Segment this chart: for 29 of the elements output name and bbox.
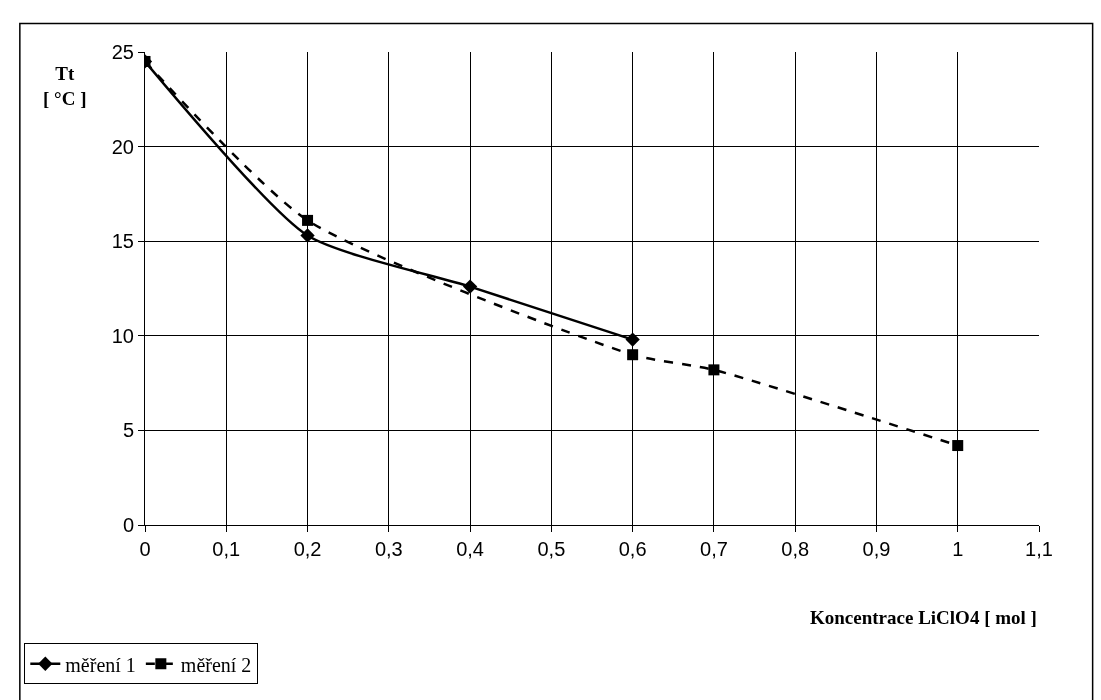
legend-label: měření 1: [65, 653, 136, 676]
x-tick-label: 0,8: [781, 538, 810, 560]
point: [627, 349, 639, 361]
y-tick-label: 10: [111, 324, 134, 347]
x-axis-title: Koncentrace LiClO4 [ mol ]: [810, 607, 1037, 628]
y-axis-title: Tt [ °C ]: [43, 63, 87, 109]
x-tick-label: 1: [952, 538, 964, 560]
point: [708, 364, 720, 376]
y-tick-label: 5: [122, 419, 134, 442]
x-tick-label: 0,5: [537, 538, 566, 560]
x-tick-label: 0,9: [862, 538, 891, 560]
x-tick-label: 0,4: [456, 538, 484, 560]
x-tick-label: 0,3: [374, 538, 403, 560]
x-tick-label: 1,1: [1025, 538, 1053, 560]
x-tick-label: 0,2: [293, 538, 322, 560]
x-tick-label: 0,6: [618, 538, 647, 560]
x-tick-label: 0,7: [700, 538, 728, 560]
point: [625, 332, 640, 347]
y-tick-label: 0: [122, 514, 134, 536]
y-tick-label: 25: [111, 41, 134, 63]
point: [952, 440, 964, 452]
x-tick-label: 0: [139, 538, 151, 560]
x-tick-label: 0,1: [212, 538, 241, 560]
legend-label: měření 2: [180, 653, 252, 676]
y-tick-label: 15: [111, 230, 134, 253]
point: [302, 214, 314, 226]
point: [300, 228, 315, 243]
y-tick-label: 20: [111, 135, 134, 158]
point: [462, 279, 478, 294]
